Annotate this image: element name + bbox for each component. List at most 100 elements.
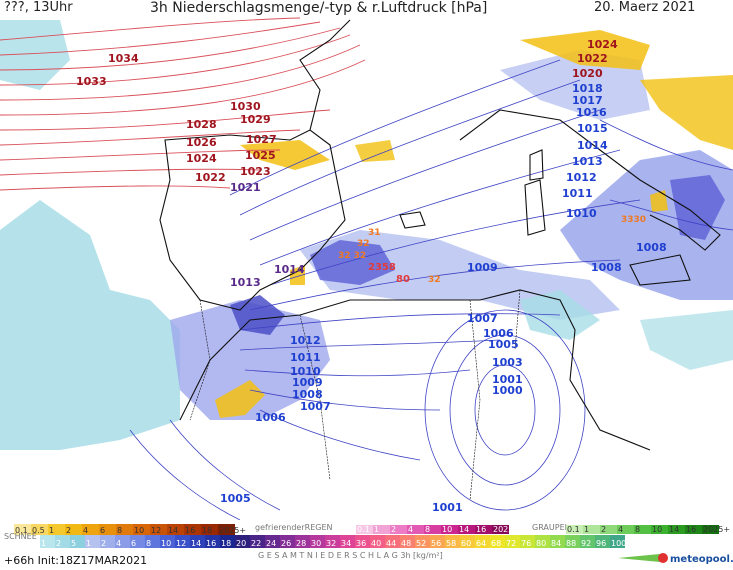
isobar-label: 1001	[432, 501, 463, 514]
isobar-label: 1009	[292, 376, 323, 389]
total-precip-scale-swatch	[550, 535, 565, 548]
isobars-low	[129, 59, 733, 520]
total-precip-scale-label: 6	[131, 539, 136, 548]
isobar-label: 1016	[576, 106, 607, 119]
isobar-label: 1007	[467, 312, 498, 325]
total-precip-scale-swatch	[220, 535, 235, 548]
total-precip-scale-swatch	[100, 535, 115, 548]
graupel-scale-label: 14	[669, 525, 679, 534]
total-precip-scale-label: 1	[86, 539, 91, 548]
isobar-label: 1011	[290, 351, 321, 364]
freezing-rain-title: gefrierenderREGEN	[255, 523, 333, 532]
snow-pyrenees	[240, 140, 330, 170]
freezing-rain-scale-label: 2	[391, 525, 396, 534]
snow-scale-label: 4	[83, 526, 88, 535]
total-precip-scale-swatch	[325, 535, 340, 548]
isobar-label: 1022	[577, 52, 608, 65]
isobars-high	[0, 17, 366, 191]
isobar-labels: 1034 1033 1030 1029 1028 1027 1026 1025 …	[76, 38, 667, 514]
total-precip-scale-label: 52	[416, 539, 426, 548]
graupel-scale-label: 0.1	[567, 525, 580, 534]
precip-label: 31	[368, 228, 381, 238]
total-precip-title: G E S A M T N I E D E R S C H L A G 3h […	[258, 551, 443, 560]
isobar-label: 1033	[76, 75, 107, 88]
snow-scale-label: 6	[100, 526, 105, 535]
total-precip-scale-swatch	[145, 535, 160, 548]
total-precip-scale-swatch	[460, 535, 475, 548]
legend-area: 0.1 0.5 1 2 4 6 8 10 12 14 16 18 2025+ SCHNEE gefrie…	[0, 520, 733, 567]
graupel-scale-swatch	[600, 525, 617, 534]
snow-scale-swatch	[184, 524, 201, 535]
isobar-label: 1001	[492, 373, 523, 386]
snow-scale-swatch	[218, 524, 235, 535]
snow-scale-swatch	[150, 524, 167, 535]
forecast-init-label: +66h Init:18Z17MAR2021	[4, 554, 147, 566]
isobar-label: 1020	[572, 67, 603, 80]
graupel-scale-swatch	[685, 525, 702, 534]
weather-map: 1034 1033 1030 1029 1028 1027 1026 1025 …	[0, 16, 733, 520]
total-precip-scale-label: 92	[581, 539, 591, 548]
isobar-label: 1010	[290, 365, 321, 378]
total-precip-scale-label: 22	[251, 539, 261, 548]
isobar-label: 1009	[467, 261, 498, 274]
isobar-label: 1012	[566, 171, 597, 184]
total-precip-scale-swatch	[505, 535, 520, 548]
total-precip-scale-label: 18	[221, 539, 231, 548]
freezing-rain-scale-swatch	[407, 525, 424, 534]
graupel-scale-swatch	[583, 525, 600, 534]
freezing-rain-scale-swatch	[390, 525, 407, 534]
snow-scale-swatch	[31, 524, 48, 535]
snow-france	[355, 140, 395, 162]
freezing-rain-scale-label: 10	[442, 525, 452, 534]
total-precip-scale-swatch	[430, 535, 445, 548]
total-precip-scale-swatch	[310, 535, 325, 548]
africa-snow-1	[640, 310, 733, 370]
snow-sardinia	[650, 190, 668, 212]
total-precip-scale-label: 14	[191, 539, 201, 548]
snow-scale-label: 2025+	[219, 526, 246, 535]
total-precip-scale-swatch	[535, 535, 550, 548]
isobar-label: 1005	[488, 338, 519, 351]
total-precip-scale-label: 10	[161, 539, 171, 548]
isobar-label: 1014	[274, 263, 305, 276]
total-precip-scale-swatch	[190, 535, 205, 548]
morocco-rain-area	[170, 300, 330, 420]
total-precip-scale-label: 26	[281, 539, 291, 548]
graupel-scale-label: 8	[635, 525, 640, 534]
snow-title: SCHNEE	[4, 532, 37, 541]
precip-label: 3330	[621, 215, 646, 225]
sicily	[629, 254, 691, 286]
total-precip-scale-label: 12	[176, 539, 186, 548]
brand-arrow-icon	[618, 554, 660, 562]
precip-label: 80	[396, 274, 410, 285]
freezing-rain-scale: 0.1 1 2 4 8 10 14 16 2025+	[356, 525, 520, 534]
isobar-label: 1013	[230, 276, 261, 289]
snow-scale-label: 0.5	[32, 526, 45, 535]
total-precip-scale-label: 34	[341, 539, 351, 548]
date-label: 20. Maerz 2021	[594, 0, 696, 15]
snow-sierra	[290, 265, 305, 285]
total-precip-scale-label: 4	[116, 539, 121, 548]
isobar-label: 1022	[195, 171, 226, 184]
isobar-label: 1025	[245, 149, 276, 162]
total-precip-scale-swatch	[595, 535, 610, 548]
total-precip-scale-label: 30	[311, 539, 321, 548]
total-precip-scale-swatch	[520, 535, 535, 548]
freezing-rain-scale-label: 1	[374, 525, 379, 534]
snow-scale-swatch	[82, 524, 99, 535]
legend-canvas: 0.1 0.5 1 2 4 6 8 10 12 14 16 18 2025+ SCHNEE gefrie…	[4, 523, 733, 567]
balearic-heavy-rain	[310, 240, 395, 285]
total-precip-scale-label: 2	[56, 539, 61, 548]
snow-atlas	[215, 380, 265, 418]
snow-scale-label: 10	[134, 526, 144, 535]
isobar-label: 1010	[566, 207, 597, 220]
borders	[189, 289, 521, 501]
freezing-rain-scale-label: 2025+	[493, 525, 520, 534]
snow-scale-label: 12	[151, 526, 161, 535]
snow-scale-swatch	[167, 524, 184, 535]
total-precip-scale-label: 96	[596, 539, 606, 548]
snow-balkans	[640, 75, 733, 150]
snow-scale-swatch	[99, 524, 116, 535]
freezing-rain-scale-swatch	[441, 525, 458, 534]
total-precip-scale-label: 100	[611, 539, 626, 548]
